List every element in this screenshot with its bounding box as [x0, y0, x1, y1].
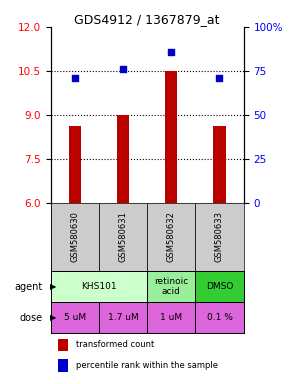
Point: [217, 75, 222, 81]
Bar: [69, 126, 81, 203]
Text: 0.1 %: 0.1 %: [206, 313, 232, 322]
Bar: [117, 115, 129, 203]
Bar: [51, 203, 99, 271]
Point: [121, 66, 125, 73]
Bar: [59, 339, 68, 351]
Text: agent: agent: [15, 281, 43, 291]
Text: GSM580632: GSM580632: [167, 211, 176, 262]
Text: GSM580630: GSM580630: [70, 211, 79, 262]
Bar: [195, 203, 244, 271]
Bar: [165, 71, 177, 203]
Bar: [99, 203, 147, 271]
Bar: [51, 302, 99, 333]
Text: transformed count: transformed count: [76, 341, 154, 349]
Point: [72, 75, 77, 81]
Text: retinoic
acid: retinoic acid: [154, 277, 188, 296]
Bar: [195, 302, 244, 333]
Text: KHS101: KHS101: [81, 282, 117, 291]
Text: GSM580633: GSM580633: [215, 211, 224, 262]
Bar: [99, 302, 147, 333]
Bar: [195, 271, 244, 302]
Text: ▶: ▶: [50, 313, 56, 322]
Bar: [147, 302, 195, 333]
Text: GSM580631: GSM580631: [119, 211, 128, 262]
Bar: [51, 271, 147, 302]
Text: DMSO: DMSO: [206, 282, 233, 291]
Text: 1 uM: 1 uM: [160, 313, 182, 322]
Text: percentile rank within the sample: percentile rank within the sample: [76, 361, 218, 370]
Text: dose: dose: [20, 313, 43, 323]
Text: 5 uM: 5 uM: [64, 313, 86, 322]
Bar: [59, 359, 68, 372]
Bar: [147, 203, 195, 271]
Bar: [147, 271, 195, 302]
Point: [169, 49, 174, 55]
Bar: [213, 126, 226, 203]
Text: 1.7 uM: 1.7 uM: [108, 313, 138, 322]
Text: ▶: ▶: [50, 282, 56, 291]
Title: GDS4912 / 1367879_at: GDS4912 / 1367879_at: [75, 13, 220, 26]
